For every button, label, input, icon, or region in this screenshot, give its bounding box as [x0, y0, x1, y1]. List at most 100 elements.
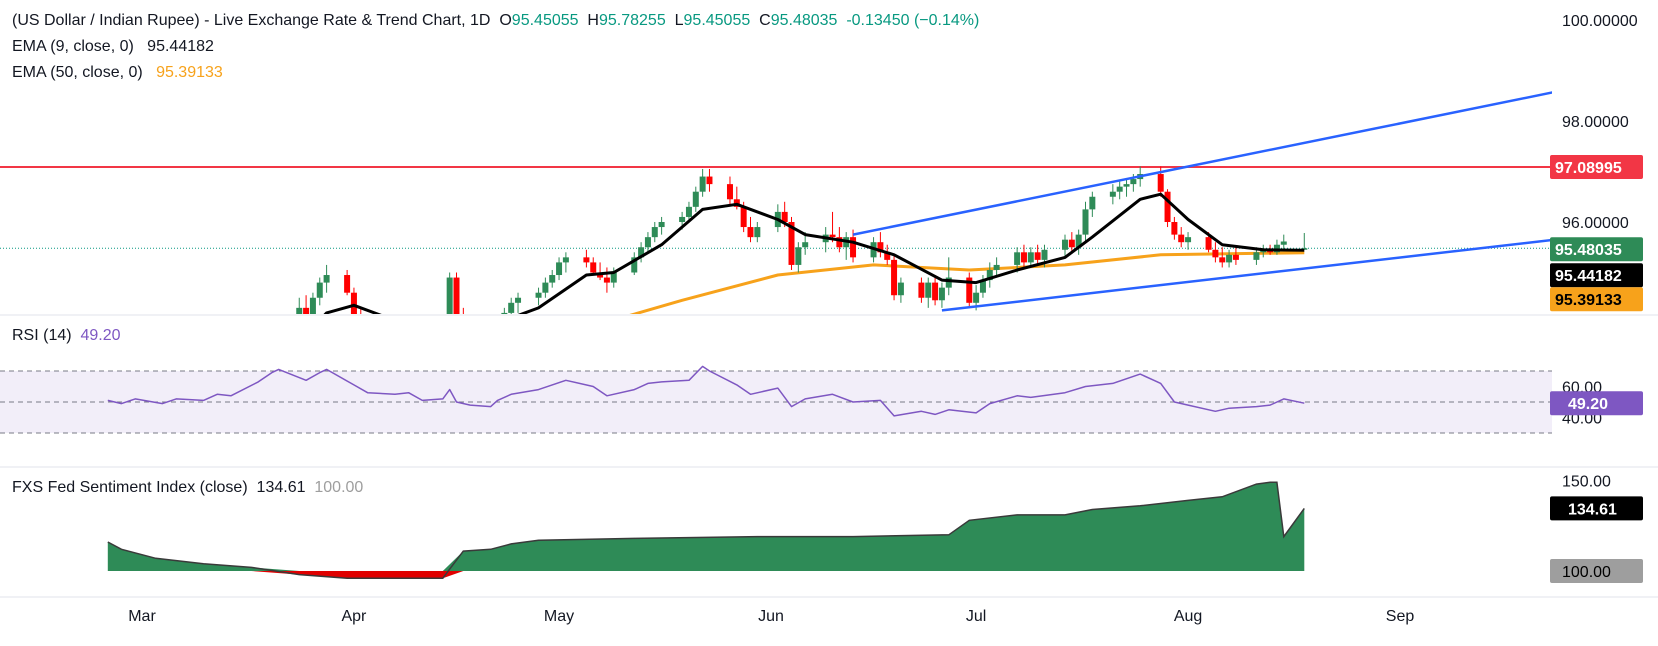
- candle-body: [323, 275, 330, 283]
- candle-body: [358, 315, 364, 333]
- candle-body: [309, 297, 316, 314]
- candle-body: [932, 282, 939, 301]
- candle-body: [542, 282, 549, 293]
- candle-body: [1082, 209, 1089, 235]
- candle-body: [1123, 184, 1130, 187]
- ema50-value: 95.39133: [156, 64, 223, 81]
- candle-body: [303, 307, 310, 314]
- candle-body: [1061, 239, 1068, 250]
- candle-body: [1068, 239, 1075, 248]
- candle-body: [918, 282, 925, 298]
- candle-body: [897, 282, 904, 296]
- candle-body: [467, 323, 473, 331]
- ema9-label: EMA (9, close, 0): [12, 38, 134, 55]
- candle-body: [344, 275, 351, 293]
- ema50-legend: EMA (50, close, 0) 95.39133: [12, 64, 223, 82]
- ema9-badge: [1550, 263, 1643, 288]
- candle-body: [508, 302, 515, 313]
- low-label: L: [674, 12, 684, 29]
- candle-body: [829, 234, 836, 238]
- close-value: 95.48035: [770, 12, 838, 29]
- candle-body: [884, 252, 891, 260]
- candle-body: [556, 262, 563, 276]
- time-axis-label: Aug: [1174, 608, 1202, 625]
- candle-body: [535, 292, 542, 298]
- candle-body: [495, 323, 501, 343]
- candle-body: [1157, 174, 1164, 192]
- candle-body: [446, 277, 453, 314]
- ema50-badge-label: 95.39133: [1555, 292, 1622, 309]
- resistance-badge-label: 97.08995: [1555, 160, 1622, 177]
- candle-body: [1164, 191, 1171, 222]
- ema50-line: [629, 251, 1305, 314]
- ema50-label: EMA (50, close, 0): [12, 64, 143, 81]
- candle-body: [658, 222, 665, 228]
- candle-body: [945, 277, 952, 288]
- candle-body: [740, 206, 747, 228]
- last-price-badge: [1550, 237, 1643, 262]
- candle-body: [460, 315, 466, 323]
- candle-body: [973, 292, 980, 303]
- sentiment-area: [107, 482, 1305, 571]
- candle-body: [350, 292, 357, 314]
- candle-body: [966, 277, 973, 303]
- sentiment-base-badge-label: 100.00: [1562, 564, 1611, 581]
- fxs-base-value: 100.00: [314, 479, 364, 496]
- ema9-value: 95.44182: [147, 38, 214, 55]
- symbol-title: (US Dollar / Indian Rupee) - Live Exchan…: [12, 12, 491, 29]
- candle-body: [850, 237, 857, 258]
- candle-body: [685, 206, 692, 217]
- channel-lower-line[interactable]: [941, 235, 1598, 312]
- candle-body: [419, 333, 425, 348]
- candle-body: [1280, 241, 1287, 245]
- candle-body: [1027, 252, 1034, 263]
- last-price-badge-label: 95.48035: [1555, 242, 1622, 259]
- candle-body: [993, 264, 1000, 270]
- time-axis-label: Sep: [1386, 608, 1415, 625]
- rsi-label: RSI (14): [12, 327, 72, 344]
- candle-body: [638, 247, 645, 258]
- candle-body: [781, 211, 788, 222]
- ema9-line: [323, 192, 1305, 314]
- candle-body: [440, 323, 446, 333]
- ema9-badge-label: 95.44182: [1555, 268, 1622, 285]
- candle-body: [1089, 196, 1096, 210]
- candle-body: [549, 275, 556, 283]
- rsi-value-badge-label: 49.20: [1568, 396, 1608, 413]
- close-label: C: [759, 12, 771, 29]
- time-axis-label: Jun: [758, 608, 784, 625]
- candle-body: [1034, 252, 1041, 260]
- channel-upper-line[interactable]: [852, 83, 1598, 236]
- candle-body: [631, 257, 638, 273]
- candle-body: [644, 237, 651, 248]
- candle-body: [392, 328, 398, 336]
- candle-body: [296, 307, 303, 314]
- candle-body: [788, 222, 795, 265]
- resistance-badge: [1550, 154, 1643, 179]
- candle-body: [1212, 249, 1219, 258]
- candle-body: [1253, 252, 1260, 260]
- candle-body: [515, 297, 522, 303]
- candle-body: [802, 242, 809, 248]
- candle-body: [1219, 257, 1226, 263]
- sentiment-value-badge: [1550, 496, 1643, 521]
- candle-body: [269, 336, 275, 364]
- candle-body: [610, 272, 617, 283]
- price-tick-label: 98.00000: [1562, 114, 1629, 131]
- high-label: H: [587, 12, 599, 29]
- rsi-line: [107, 365, 1305, 417]
- rsi-legend: RSI (14) 49.20: [12, 327, 121, 345]
- price-axis-strip: [1552, 0, 1658, 646]
- candle-body: [1178, 234, 1185, 243]
- candle-body: [726, 184, 733, 200]
- price-tick-label: 100.00000: [1562, 13, 1638, 30]
- candle-body: [276, 326, 282, 336]
- candle-body: [1041, 249, 1048, 260]
- candle-body: [795, 247, 802, 265]
- sentiment-base-badge: [1550, 559, 1643, 583]
- candle-body: [371, 328, 377, 338]
- high-value: 95.78255: [598, 12, 666, 29]
- candle-body: [262, 363, 268, 368]
- candle-body: [562, 257, 569, 263]
